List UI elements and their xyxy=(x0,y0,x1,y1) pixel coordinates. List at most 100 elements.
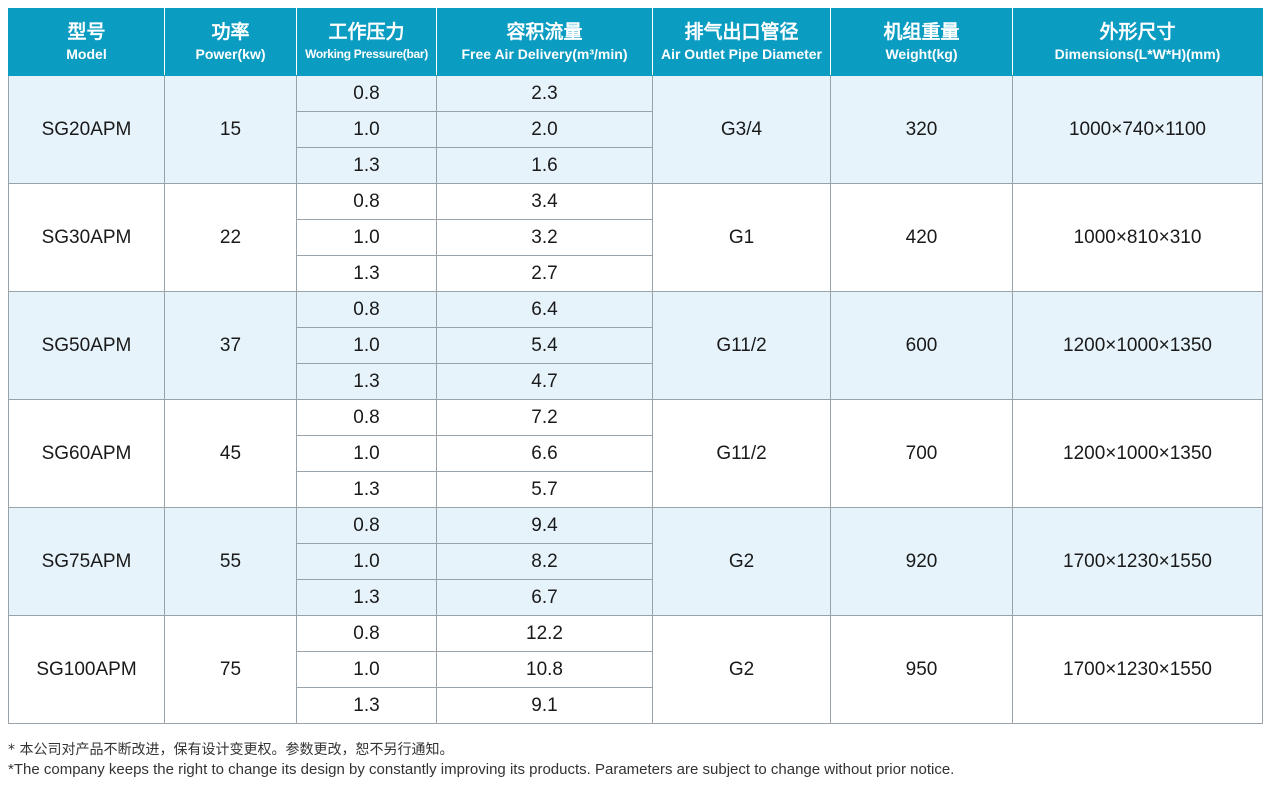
pressure-cell: 1.3 xyxy=(296,147,437,184)
outlet-cell: G11/2 xyxy=(652,399,831,508)
pressure-cell: 1.0 xyxy=(296,435,437,472)
table-row: SG50APM 37 0.8 6.4 G11/2 600 1200×1000×1… xyxy=(8,291,1263,400)
pressure-cell: 1.3 xyxy=(296,471,437,508)
power-cell: 22 xyxy=(164,183,297,292)
header-dimensions: 外形尺寸 Dimensions(L*W*H)(mm) xyxy=(1012,8,1263,76)
table-row: SG30APM 22 0.8 3.4 G1 420 1000×810×310 xyxy=(8,183,1263,292)
footnotes: * 本公司对产品不断改进，保有设计变更权。参数更改，恕不另行通知。 *The c… xyxy=(8,740,954,780)
dimensions-cell: 1700×1230×1550 xyxy=(1012,615,1263,724)
power-cell: 15 xyxy=(164,75,297,184)
model-cell: SG100APM xyxy=(8,615,165,724)
table-row: SG100APM 75 0.8 12.2 G2 950 1700×1230×15… xyxy=(8,615,1263,724)
header-en: Power(kw) xyxy=(195,46,266,62)
flow-cell: 2.0 xyxy=(436,111,653,148)
outlet-cell: G1 xyxy=(652,183,831,292)
dimensions-cell: 1200×1000×1350 xyxy=(1012,399,1263,508)
footnote-cn: * 本公司对产品不断改进，保有设计变更权。参数更改，恕不另行通知。 xyxy=(8,742,454,758)
power-cell: 75 xyxy=(164,615,297,724)
header-flow: 容积流量 Free Air Delivery(m³/min) xyxy=(436,8,653,76)
header-cn: 外形尺寸 xyxy=(1099,21,1176,43)
pressure-cell: 0.8 xyxy=(296,399,437,436)
power-cell: 37 xyxy=(164,291,297,400)
outlet-cell: G3/4 xyxy=(652,75,831,184)
header-en: Model xyxy=(66,46,107,62)
header-row: 型号 Model 功率 Power(kw) 工作压力 Working Press… xyxy=(8,8,1263,76)
flow-cell: 8.2 xyxy=(436,543,653,580)
header-en: Weight(kg) xyxy=(885,46,958,62)
pressure-cell: 1.0 xyxy=(296,327,437,364)
table-row: 1.3 1.6 xyxy=(9,147,1263,184)
table-row: 1.0 3.2 xyxy=(9,219,1263,256)
header-en: Working Pressure(bar) xyxy=(305,47,428,61)
pressure-cell: 1.0 xyxy=(296,111,437,148)
table-row: 1.3 9.1 xyxy=(9,687,1263,724)
flow-cell: 10.8 xyxy=(436,651,653,688)
weight-cell: 950 xyxy=(830,615,1013,724)
flow-cell: 5.4 xyxy=(436,327,653,364)
flow-cell: 9.4 xyxy=(436,507,653,544)
pressure-cell: 0.8 xyxy=(296,507,437,544)
footnote-en: *The company keeps the right to change i… xyxy=(8,761,955,778)
dimensions-cell: 1700×1230×1550 xyxy=(1012,507,1263,616)
header-cn: 功率 xyxy=(211,21,250,43)
flow-cell: 7.2 xyxy=(436,399,653,436)
pressure-cell: 0.8 xyxy=(296,615,437,652)
pressure-cell: 1.0 xyxy=(296,651,437,688)
pressure-cell: 1.0 xyxy=(296,219,437,256)
header-pressure: 工作压力 Working Pressure(bar) xyxy=(296,8,437,76)
table-row: 1.0 6.6 xyxy=(9,435,1263,472)
header-en: Dimensions(L*W*H)(mm) xyxy=(1054,46,1221,62)
table-row: 1.3 4.7 xyxy=(9,363,1263,400)
weight-cell: 700 xyxy=(830,399,1013,508)
flow-cell: 6.4 xyxy=(436,291,653,328)
table-row: SG20APM 15 0.8 2.3 G3/4 320 1000×740×110… xyxy=(8,75,1263,184)
table-row: 1.0 10.8 xyxy=(9,651,1263,688)
pressure-cell: 1.3 xyxy=(296,687,437,724)
outlet-cell: G2 xyxy=(652,507,831,616)
table-row: 1.0 8.2 xyxy=(9,543,1263,580)
weight-cell: 600 xyxy=(830,291,1013,400)
model-cell: SG30APM xyxy=(8,183,165,292)
header-cn: 机组重量 xyxy=(883,21,960,43)
header-outlet: 排气出口管径 Air Outlet Pipe Diameter xyxy=(652,8,831,76)
dimensions-cell: 1000×740×1100 xyxy=(1012,75,1263,184)
dimensions-cell: 1200×1000×1350 xyxy=(1012,291,1263,400)
flow-cell: 6.7 xyxy=(436,579,653,616)
flow-cell: 2.3 xyxy=(436,75,653,112)
flow-cell: 3.4 xyxy=(436,183,653,220)
flow-cell: 4.7 xyxy=(436,363,653,400)
table-row: 1.0 2.0 xyxy=(9,111,1263,148)
pressure-cell: 0.8 xyxy=(296,183,437,220)
pressure-cell: 0.8 xyxy=(296,75,437,112)
model-cell: SG20APM xyxy=(8,75,165,184)
pressure-cell: 1.3 xyxy=(296,255,437,292)
flow-cell: 9.1 xyxy=(436,687,653,724)
model-cell: SG50APM xyxy=(8,291,165,400)
header-model: 型号 Model xyxy=(8,8,165,76)
weight-cell: 320 xyxy=(830,75,1013,184)
power-cell: 45 xyxy=(164,399,297,508)
pressure-cell: 1.3 xyxy=(296,579,437,616)
header-en: Free Air Delivery(m³/min) xyxy=(461,46,628,62)
spec-table: 型号 Model 功率 Power(kw) 工作压力 Working Press… xyxy=(8,8,1263,724)
dimensions-cell: 1000×810×310 xyxy=(1012,183,1263,292)
outlet-cell: G11/2 xyxy=(652,291,831,400)
table-row: SG75APM 55 0.8 9.4 G2 920 1700×1230×1550 xyxy=(8,507,1263,616)
header-power: 功率 Power(kw) xyxy=(164,8,297,76)
table-row: 1.3 6.7 xyxy=(9,579,1263,616)
flow-cell: 1.6 xyxy=(436,147,653,184)
header-cn: 型号 xyxy=(67,21,106,43)
flow-cell: 6.6 xyxy=(436,435,653,472)
model-cell: SG75APM xyxy=(8,507,165,616)
weight-cell: 920 xyxy=(830,507,1013,616)
table-row: 1.3 5.7 xyxy=(9,471,1263,508)
table-row: 1.3 2.7 xyxy=(9,255,1263,292)
flow-cell: 12.2 xyxy=(436,615,653,652)
power-cell: 55 xyxy=(164,507,297,616)
pressure-cell: 1.0 xyxy=(296,543,437,580)
header-cn: 排气出口管径 xyxy=(684,21,799,43)
header-weight: 机组重量 Weight(kg) xyxy=(830,8,1013,76)
header-en: Air Outlet Pipe Diameter xyxy=(660,46,823,62)
model-cell: SG60APM xyxy=(8,399,165,508)
flow-cell: 2.7 xyxy=(436,255,653,292)
